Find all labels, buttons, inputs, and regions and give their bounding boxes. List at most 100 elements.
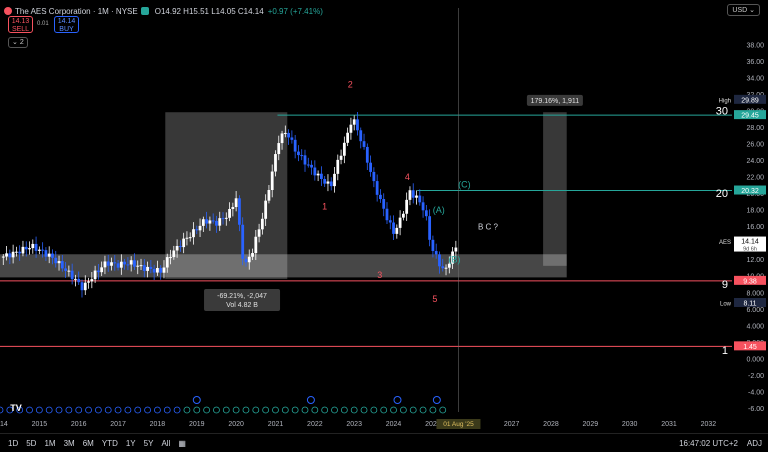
- earnings-event-icon[interactable]: [0, 406, 4, 414]
- earnings-event-icon[interactable]: [55, 406, 63, 414]
- earnings-event-icon[interactable]: [350, 406, 358, 414]
- timeframe-5d[interactable]: 5D: [26, 438, 37, 448]
- timeframe-1m[interactable]: 1M: [44, 438, 56, 448]
- earnings-event-icon[interactable]: [154, 406, 161, 414]
- earnings-event-icon[interactable]: [399, 406, 407, 414]
- earnings-event-icon[interactable]: [340, 406, 348, 414]
- indicators-toggle[interactable]: ⌄ 2: [8, 37, 28, 48]
- candle-body: [165, 257, 169, 268]
- earnings-event-icon[interactable]: [104, 406, 112, 414]
- dividend-event-icon[interactable]: [432, 396, 441, 404]
- x-tick-label: 2020: [228, 421, 244, 428]
- indicator-count: 2: [19, 39, 24, 46]
- x-tick-label: 2023: [346, 421, 362, 428]
- buy-price: 14.14: [57, 18, 76, 25]
- earnings-event-icon[interactable]: [281, 406, 289, 414]
- earnings-event-icon[interactable]: [203, 406, 211, 414]
- measure-down-box[interactable]: [204, 288, 281, 311]
- candle-body: [172, 250, 176, 258]
- earnings-event-icon[interactable]: [360, 406, 368, 414]
- earnings-event-icon[interactable]: [163, 406, 171, 414]
- earnings-event-icon[interactable]: [311, 406, 319, 414]
- dividend-event-icon[interactable]: [306, 396, 315, 404]
- earnings-event-icon[interactable]: [262, 406, 270, 414]
- earnings-event-icon[interactable]: [222, 406, 230, 414]
- level-label-9: 9: [722, 279, 728, 291]
- last-price-bg: [734, 236, 766, 252]
- candle-body: [349, 124, 353, 133]
- price-badge-1.45-bg: [734, 341, 766, 351]
- earnings-event-icon[interactable]: [134, 406, 142, 414]
- measure-band-1[interactable]: [543, 112, 567, 266]
- candle-body: [375, 181, 379, 195]
- earnings-event-icon[interactable]: [439, 406, 447, 414]
- candle-body: [290, 137, 294, 140]
- candle-body: [77, 278, 81, 283]
- last-price-symbol: AES: [719, 240, 731, 246]
- y-tick-label: 36.00: [746, 59, 764, 66]
- wave-label-3: 4: [405, 172, 410, 182]
- earnings-event-icon[interactable]: [291, 406, 299, 414]
- candle-body: [34, 243, 38, 251]
- currency-select[interactable]: USD ⌄: [727, 4, 760, 16]
- sell-label: SELL: [11, 26, 30, 33]
- dividend-event-icon[interactable]: [192, 396, 201, 404]
- timeframe-all[interactable]: All: [161, 438, 171, 448]
- earnings-event-icon[interactable]: [75, 406, 83, 414]
- timeframe-6m[interactable]: 6M: [82, 438, 94, 448]
- candle-body: [319, 173, 323, 179]
- candle-body: [221, 218, 225, 220]
- earnings-event-icon[interactable]: [390, 406, 397, 414]
- earnings-event-icon[interactable]: [213, 406, 220, 414]
- aes-logo-icon: [4, 7, 12, 15]
- timeframe-1d[interactable]: 1D: [8, 438, 19, 448]
- currency-label: USD: [732, 7, 748, 14]
- timeframe-ytd[interactable]: YTD: [101, 438, 118, 448]
- earnings-event-icon[interactable]: [380, 406, 388, 414]
- dividend-event-icon[interactable]: [393, 396, 402, 404]
- earnings-event-icon[interactable]: [124, 406, 132, 414]
- symbol-title[interactable]: The AES Corporation · 1M · NYSE: [15, 6, 138, 16]
- adjust-toggle[interactable]: ADJ: [746, 438, 762, 448]
- date-range-icon[interactable]: ▦: [178, 438, 186, 448]
- earnings-event-icon[interactable]: [85, 406, 92, 414]
- measure-band-0[interactable]: [165, 112, 288, 280]
- bottom-toolbar: 1D 5D 1M 3M 6M YTD 1Y 5Y All ▦ 16:47:02 UTC+2 AD…: [0, 433, 768, 452]
- timeframe-3m[interactable]: 3M: [63, 438, 75, 448]
- earnings-event-icon[interactable]: [409, 406, 417, 414]
- measure-up-box[interactable]: [526, 94, 583, 106]
- y-tick-label: 0.000: [746, 356, 764, 363]
- earnings-event-icon[interactable]: [429, 406, 437, 414]
- earnings-event-icon[interactable]: [114, 406, 122, 414]
- earnings-event-icon[interactable]: [183, 406, 191, 414]
- earnings-event-icon[interactable]: [370, 406, 378, 414]
- earnings-event-icon[interactable]: [252, 406, 260, 414]
- buy-label: BUY: [59, 26, 74, 33]
- earnings-event-icon[interactable]: [321, 406, 329, 414]
- earnings-event-icon[interactable]: [6, 406, 14, 414]
- clock[interactable]: 16:47:02 UTC+2: [679, 438, 738, 448]
- buy-button[interactable]: 14.14 BUY: [54, 16, 79, 33]
- timeframe-5y[interactable]: 5Y: [143, 438, 154, 448]
- earnings-event-icon[interactable]: [301, 406, 309, 414]
- earnings-event-icon[interactable]: [331, 406, 338, 414]
- earnings-event-icon[interactable]: [16, 406, 24, 414]
- y-tick-label: 20.00: [746, 191, 764, 198]
- earnings-event-icon[interactable]: [45, 406, 53, 414]
- earnings-event-icon[interactable]: [272, 406, 279, 414]
- earnings-event-icon[interactable]: [419, 406, 427, 414]
- timeframe-1y[interactable]: 1Y: [125, 438, 136, 448]
- earnings-event-icon[interactable]: [242, 406, 250, 414]
- earnings-event-icon[interactable]: [94, 406, 102, 414]
- earnings-event-icon[interactable]: [173, 406, 181, 414]
- earnings-event-icon[interactable]: [35, 406, 43, 414]
- earnings-event-icon[interactable]: [26, 406, 33, 414]
- earnings-event-icon[interactable]: [193, 406, 201, 414]
- earnings-event-icon[interactable]: [232, 406, 240, 414]
- candle-body: [411, 190, 415, 198]
- earnings-event-icon[interactable]: [65, 406, 73, 414]
- earnings-event-icon[interactable]: [144, 406, 151, 414]
- support-zone[interactable]: [0, 254, 567, 278]
- sell-button[interactable]: 14.13 SELL: [8, 16, 33, 33]
